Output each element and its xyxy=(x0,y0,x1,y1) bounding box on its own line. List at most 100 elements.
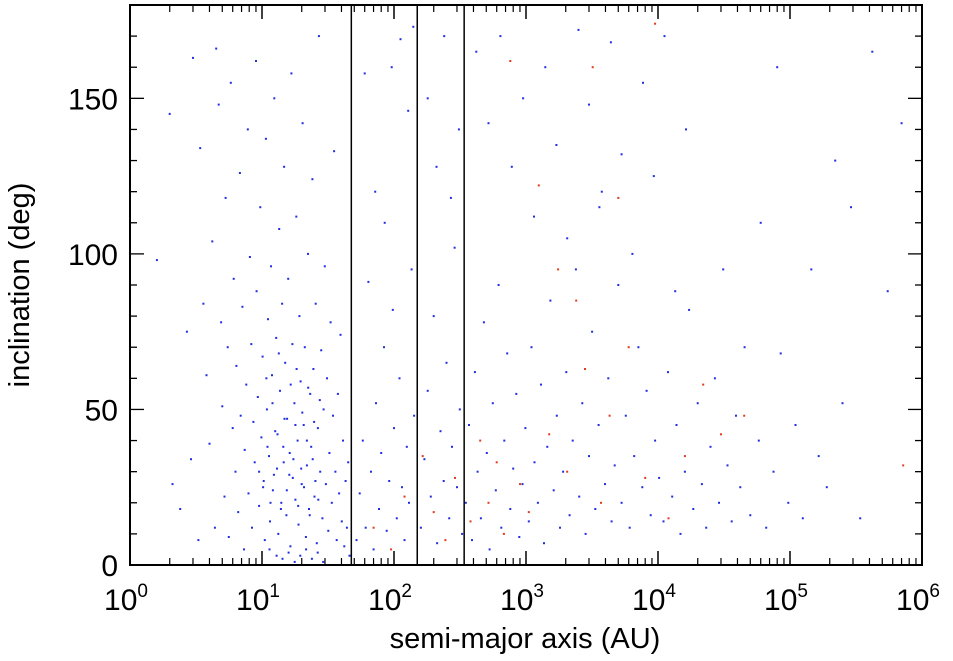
data-point-red xyxy=(654,22,657,25)
data-point-blue xyxy=(692,508,695,510)
data-point-blue xyxy=(308,514,311,517)
data-point-blue xyxy=(250,343,253,346)
data-point-blue xyxy=(426,389,429,392)
data-point-blue xyxy=(319,470,322,473)
data-point-blue xyxy=(302,424,305,426)
data-point-blue xyxy=(817,455,820,458)
data-point-blue xyxy=(171,483,174,486)
data-point-blue xyxy=(275,336,278,339)
data-point-blue xyxy=(568,514,571,517)
data-point-blue xyxy=(361,439,364,442)
data-point-blue xyxy=(271,489,274,492)
data-point-blue xyxy=(239,414,242,417)
data-point-blue xyxy=(524,427,527,430)
data-point-blue xyxy=(283,417,286,420)
data-point-blue xyxy=(383,346,385,349)
data-point-blue xyxy=(432,315,435,318)
data-point-blue xyxy=(285,514,288,517)
data-point-blue xyxy=(578,495,581,498)
data-point-blue xyxy=(370,470,372,473)
data-point-blue xyxy=(546,445,549,448)
data-point-red xyxy=(600,501,602,504)
data-point-blue xyxy=(255,60,257,62)
data-point-blue xyxy=(259,206,262,209)
data-point-blue xyxy=(305,439,308,442)
data-point-blue xyxy=(311,458,314,461)
data-point-red xyxy=(421,455,424,458)
data-point-blue xyxy=(410,268,413,271)
data-point-blue xyxy=(318,399,321,402)
points-layer xyxy=(155,22,905,563)
data-point-blue xyxy=(269,501,272,504)
data-point-blue xyxy=(380,452,383,454)
data-point-blue xyxy=(494,489,497,492)
data-point-blue xyxy=(631,252,634,255)
data-point-blue xyxy=(451,445,453,448)
data-point-blue xyxy=(408,501,410,504)
data-point-blue xyxy=(571,439,574,442)
data-point-blue xyxy=(315,542,318,545)
data-point-blue xyxy=(510,165,513,168)
data-point-blue xyxy=(555,144,558,146)
x-tick-label: 103 xyxy=(500,581,544,617)
data-point-blue xyxy=(338,492,341,495)
data-point-blue xyxy=(300,467,303,470)
data-point-blue xyxy=(343,545,346,548)
data-point-blue xyxy=(297,523,300,526)
data-point-blue xyxy=(296,439,299,442)
data-point-blue xyxy=(429,495,432,498)
data-point-blue xyxy=(287,277,290,280)
x-tick-label: 102 xyxy=(368,581,412,617)
data-point-blue xyxy=(258,504,261,507)
data-point-blue xyxy=(696,402,699,405)
data-point-blue xyxy=(709,445,712,448)
data-point-blue xyxy=(405,445,408,448)
data-point-blue xyxy=(685,128,687,131)
data-point-blue xyxy=(645,389,648,392)
data-point-blue xyxy=(718,501,720,504)
data-point-blue xyxy=(268,548,271,551)
data-point-blue xyxy=(256,396,259,398)
data-point-blue xyxy=(850,206,852,209)
data-point-red xyxy=(617,196,620,199)
data-point-blue xyxy=(247,492,250,495)
data-point-blue xyxy=(333,150,336,153)
data-point-blue xyxy=(584,532,587,535)
data-point-blue xyxy=(413,414,416,417)
data-point-blue xyxy=(522,97,525,100)
data-point-blue xyxy=(620,153,623,156)
data-point-blue xyxy=(340,520,343,523)
data-point-blue xyxy=(245,383,248,386)
data-point-red xyxy=(743,414,746,417)
data-point-blue xyxy=(426,97,429,100)
data-point-blue xyxy=(262,480,265,482)
data-point-blue xyxy=(303,486,305,489)
data-point-red xyxy=(479,439,482,442)
data-point-blue xyxy=(355,539,358,542)
data-point-blue xyxy=(393,427,395,430)
data-point-blue xyxy=(289,383,292,386)
data-point-blue xyxy=(637,346,640,349)
data-point-blue xyxy=(388,480,391,482)
data-point-blue xyxy=(574,268,577,271)
vertical-lines xyxy=(350,5,465,565)
data-point-red xyxy=(575,299,578,302)
data-point-blue xyxy=(533,461,536,464)
x-tick-label: 106 xyxy=(896,581,940,617)
data-point-blue xyxy=(304,536,307,538)
data-point-blue xyxy=(168,112,171,115)
data-point-blue xyxy=(559,526,561,529)
data-point-blue xyxy=(674,290,677,293)
data-point-red xyxy=(390,548,393,551)
data-point-blue xyxy=(378,508,380,510)
data-point-blue xyxy=(705,526,708,529)
data-point-blue xyxy=(310,445,313,448)
axis-ticks xyxy=(129,4,923,566)
data-point-blue xyxy=(468,424,470,426)
data-point-blue xyxy=(482,321,485,324)
data-point-blue xyxy=(453,246,456,249)
data-point-blue xyxy=(294,424,297,426)
data-point-blue xyxy=(403,539,406,542)
data-point-blue xyxy=(374,190,377,193)
data-point-blue xyxy=(383,221,386,224)
